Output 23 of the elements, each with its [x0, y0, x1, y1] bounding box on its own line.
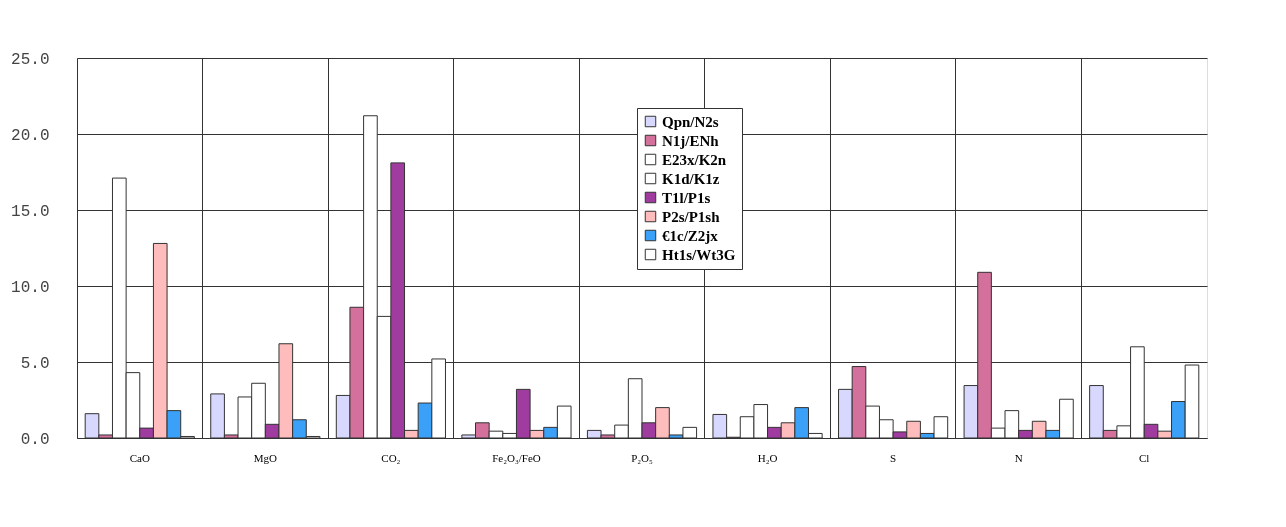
x-tick-label: Fe₂O₃/FeO	[492, 451, 541, 464]
x-tick-label: P₂O₅	[631, 451, 654, 464]
legend-label: K1d/K1z	[662, 170, 720, 187]
x-tick-label: N	[1014, 451, 1023, 464]
y-tick-label: 10.0	[11, 278, 50, 297]
legend-label: Qpn/N2s	[662, 113, 719, 130]
x-tick-label: MgO	[253, 451, 277, 464]
x-tick-label: S	[890, 451, 897, 464]
y-tick-label: 0.0	[20, 430, 50, 449]
legend-label: E23x/K2n	[662, 151, 727, 168]
legend-label: N1j/ENh	[662, 132, 720, 149]
y-tick-label: 5.0	[20, 354, 50, 373]
x-tick-label: CO₂	[381, 451, 401, 464]
legend-label: Ht1s/Wt3G	[662, 246, 736, 263]
x-tick-label: H₂O	[757, 451, 778, 464]
legend-label: T1l/P1s	[662, 189, 711, 206]
x-tick-label: CaO	[129, 451, 150, 464]
y-tick-label: 20.0	[11, 126, 50, 145]
x-tick-label: Cl	[1139, 451, 1150, 464]
y-tick-label: 25.0	[11, 50, 50, 69]
y-tick-label: 15.0	[11, 202, 50, 221]
legend-label: P2s/P1sh	[662, 208, 721, 225]
legend-label: €1c/Z2jx	[662, 227, 719, 244]
